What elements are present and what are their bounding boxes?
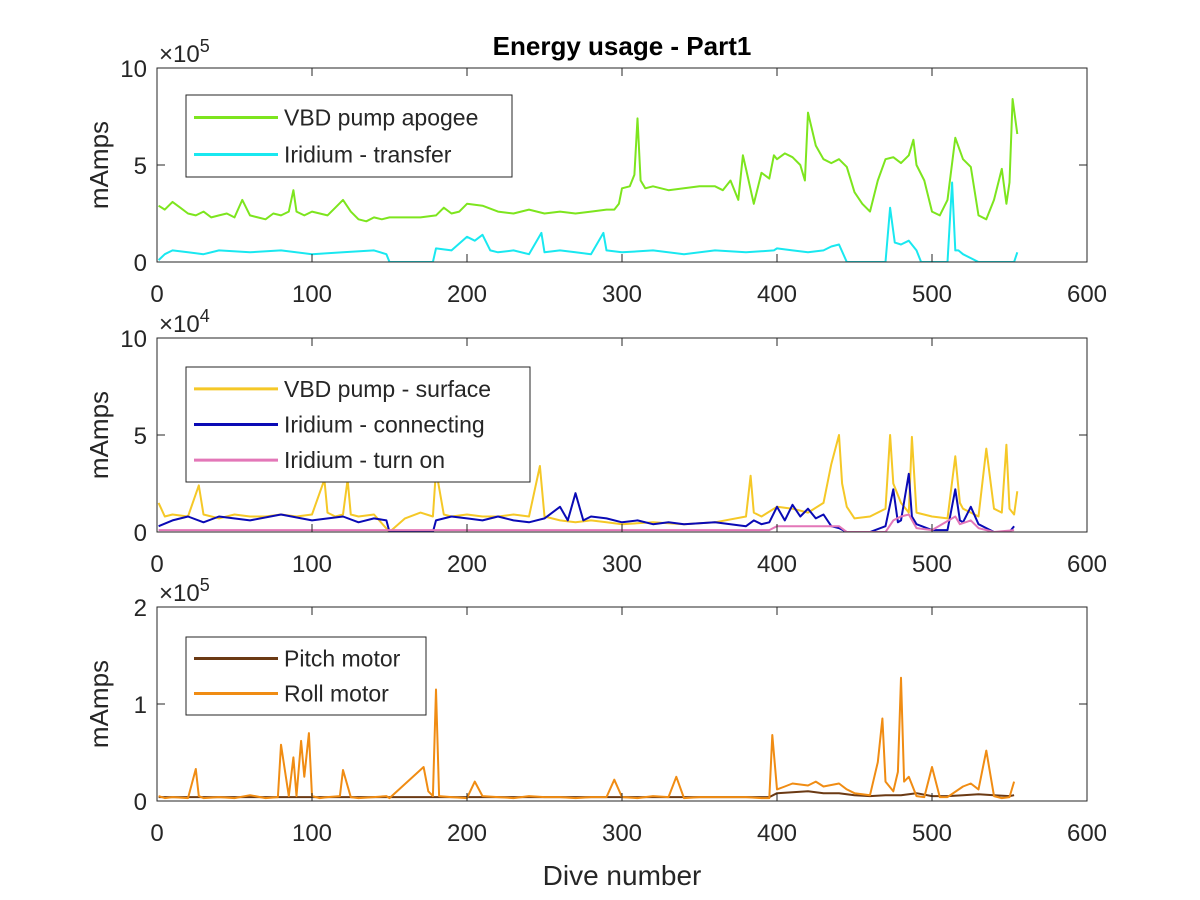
x-tick-label: 500 (912, 551, 952, 578)
y-tick-label: 5 (134, 423, 147, 450)
legend-label: VBD pump apogee (284, 105, 478, 131)
x-tick-label: 200 (447, 820, 487, 847)
y-tick-label: 1 (134, 692, 147, 719)
y-tick-label: 2 (134, 595, 147, 622)
legend-label: Pitch motor (284, 646, 401, 672)
x-tick-label: 100 (292, 281, 332, 308)
legend-box (185, 636, 427, 716)
series-line-vbd-pump-surface (157, 434, 1019, 532)
x-tick-label: 600 (1067, 281, 1107, 308)
series-group (157, 98, 1019, 262)
x-tick-label: 500 (912, 820, 952, 847)
series-line-pitch-motor (158, 790, 1015, 799)
y-tick-label: 5 (134, 153, 147, 180)
x-tick-label: 100 (292, 551, 332, 578)
legend: Pitch motor Roll motor (185, 636, 427, 716)
subplot-2: 0 100 200 300 400 500 600 0 5 10 ×104 mAmps VBD pump… (84, 306, 1107, 578)
y-tick-label: 10 (120, 326, 147, 353)
y-tick-label: 0 (134, 250, 147, 277)
x-tick-label: 400 (757, 820, 797, 847)
y-exponent-label: ×104 (159, 306, 210, 338)
series-line-iridium-transfer (157, 181, 1019, 262)
x-tick-label: 400 (757, 551, 797, 578)
y-axis-label: mAmps (84, 660, 114, 748)
x-tick-label: 300 (602, 281, 642, 308)
legend: VBD pump - surface Iridium - connecting Ir… (185, 366, 531, 483)
x-tick-label: 500 (912, 281, 952, 308)
x-tick-label: 300 (602, 820, 642, 847)
x-tick-label: 200 (447, 551, 487, 578)
subplot-1: 0 100 200 300 400 500 600 0 5 10 ×105 mAmps VBD pump… (84, 36, 1107, 308)
x-tick-label: 600 (1067, 551, 1107, 578)
x-tick-label: 100 (292, 820, 332, 847)
x-tick-label: 600 (1067, 820, 1107, 847)
x-tick-label: 0 (150, 551, 163, 578)
y-tick-label: 0 (134, 520, 147, 547)
x-tick-label: 0 (150, 820, 163, 847)
x-tick-label: 400 (757, 281, 797, 308)
figure-title: Energy usage - Part1 (493, 31, 752, 61)
y-axis-label: mAmps (84, 121, 114, 209)
y-tick-label: 10 (120, 56, 147, 83)
y-axis-label: mAmps (84, 391, 114, 479)
legend-label: VBD pump - surface (284, 376, 491, 402)
y-exponent-label: ×105 (159, 575, 210, 607)
legend-label: Roll motor (284, 681, 389, 707)
y-tick-label: 0 (134, 789, 147, 816)
legend-label: Iridium - turn on (284, 447, 445, 473)
x-tick-label: 0 (150, 281, 163, 308)
legend-label: Iridium - connecting (284, 412, 485, 438)
legend-label: Iridium - transfer (284, 142, 452, 168)
series-line-vbd-pump-apogee (158, 98, 1019, 223)
legend: VBD pump apogee Iridium - transfer (185, 94, 513, 178)
subplot-3: 0 100 200 300 400 500 600 0 1 2 ×105 mAmps Pitch mot… (84, 575, 1107, 847)
legend-box (185, 94, 513, 178)
series-group (158, 676, 1016, 800)
series-line-iridium-connecting (158, 472, 1015, 532)
y-exponent-label: ×105 (159, 36, 210, 68)
x-tick-label: 300 (602, 551, 642, 578)
x-tick-label: 200 (447, 281, 487, 308)
series-line-roll-motor (158, 676, 1016, 800)
x-axis-label: Dive number (543, 860, 702, 891)
